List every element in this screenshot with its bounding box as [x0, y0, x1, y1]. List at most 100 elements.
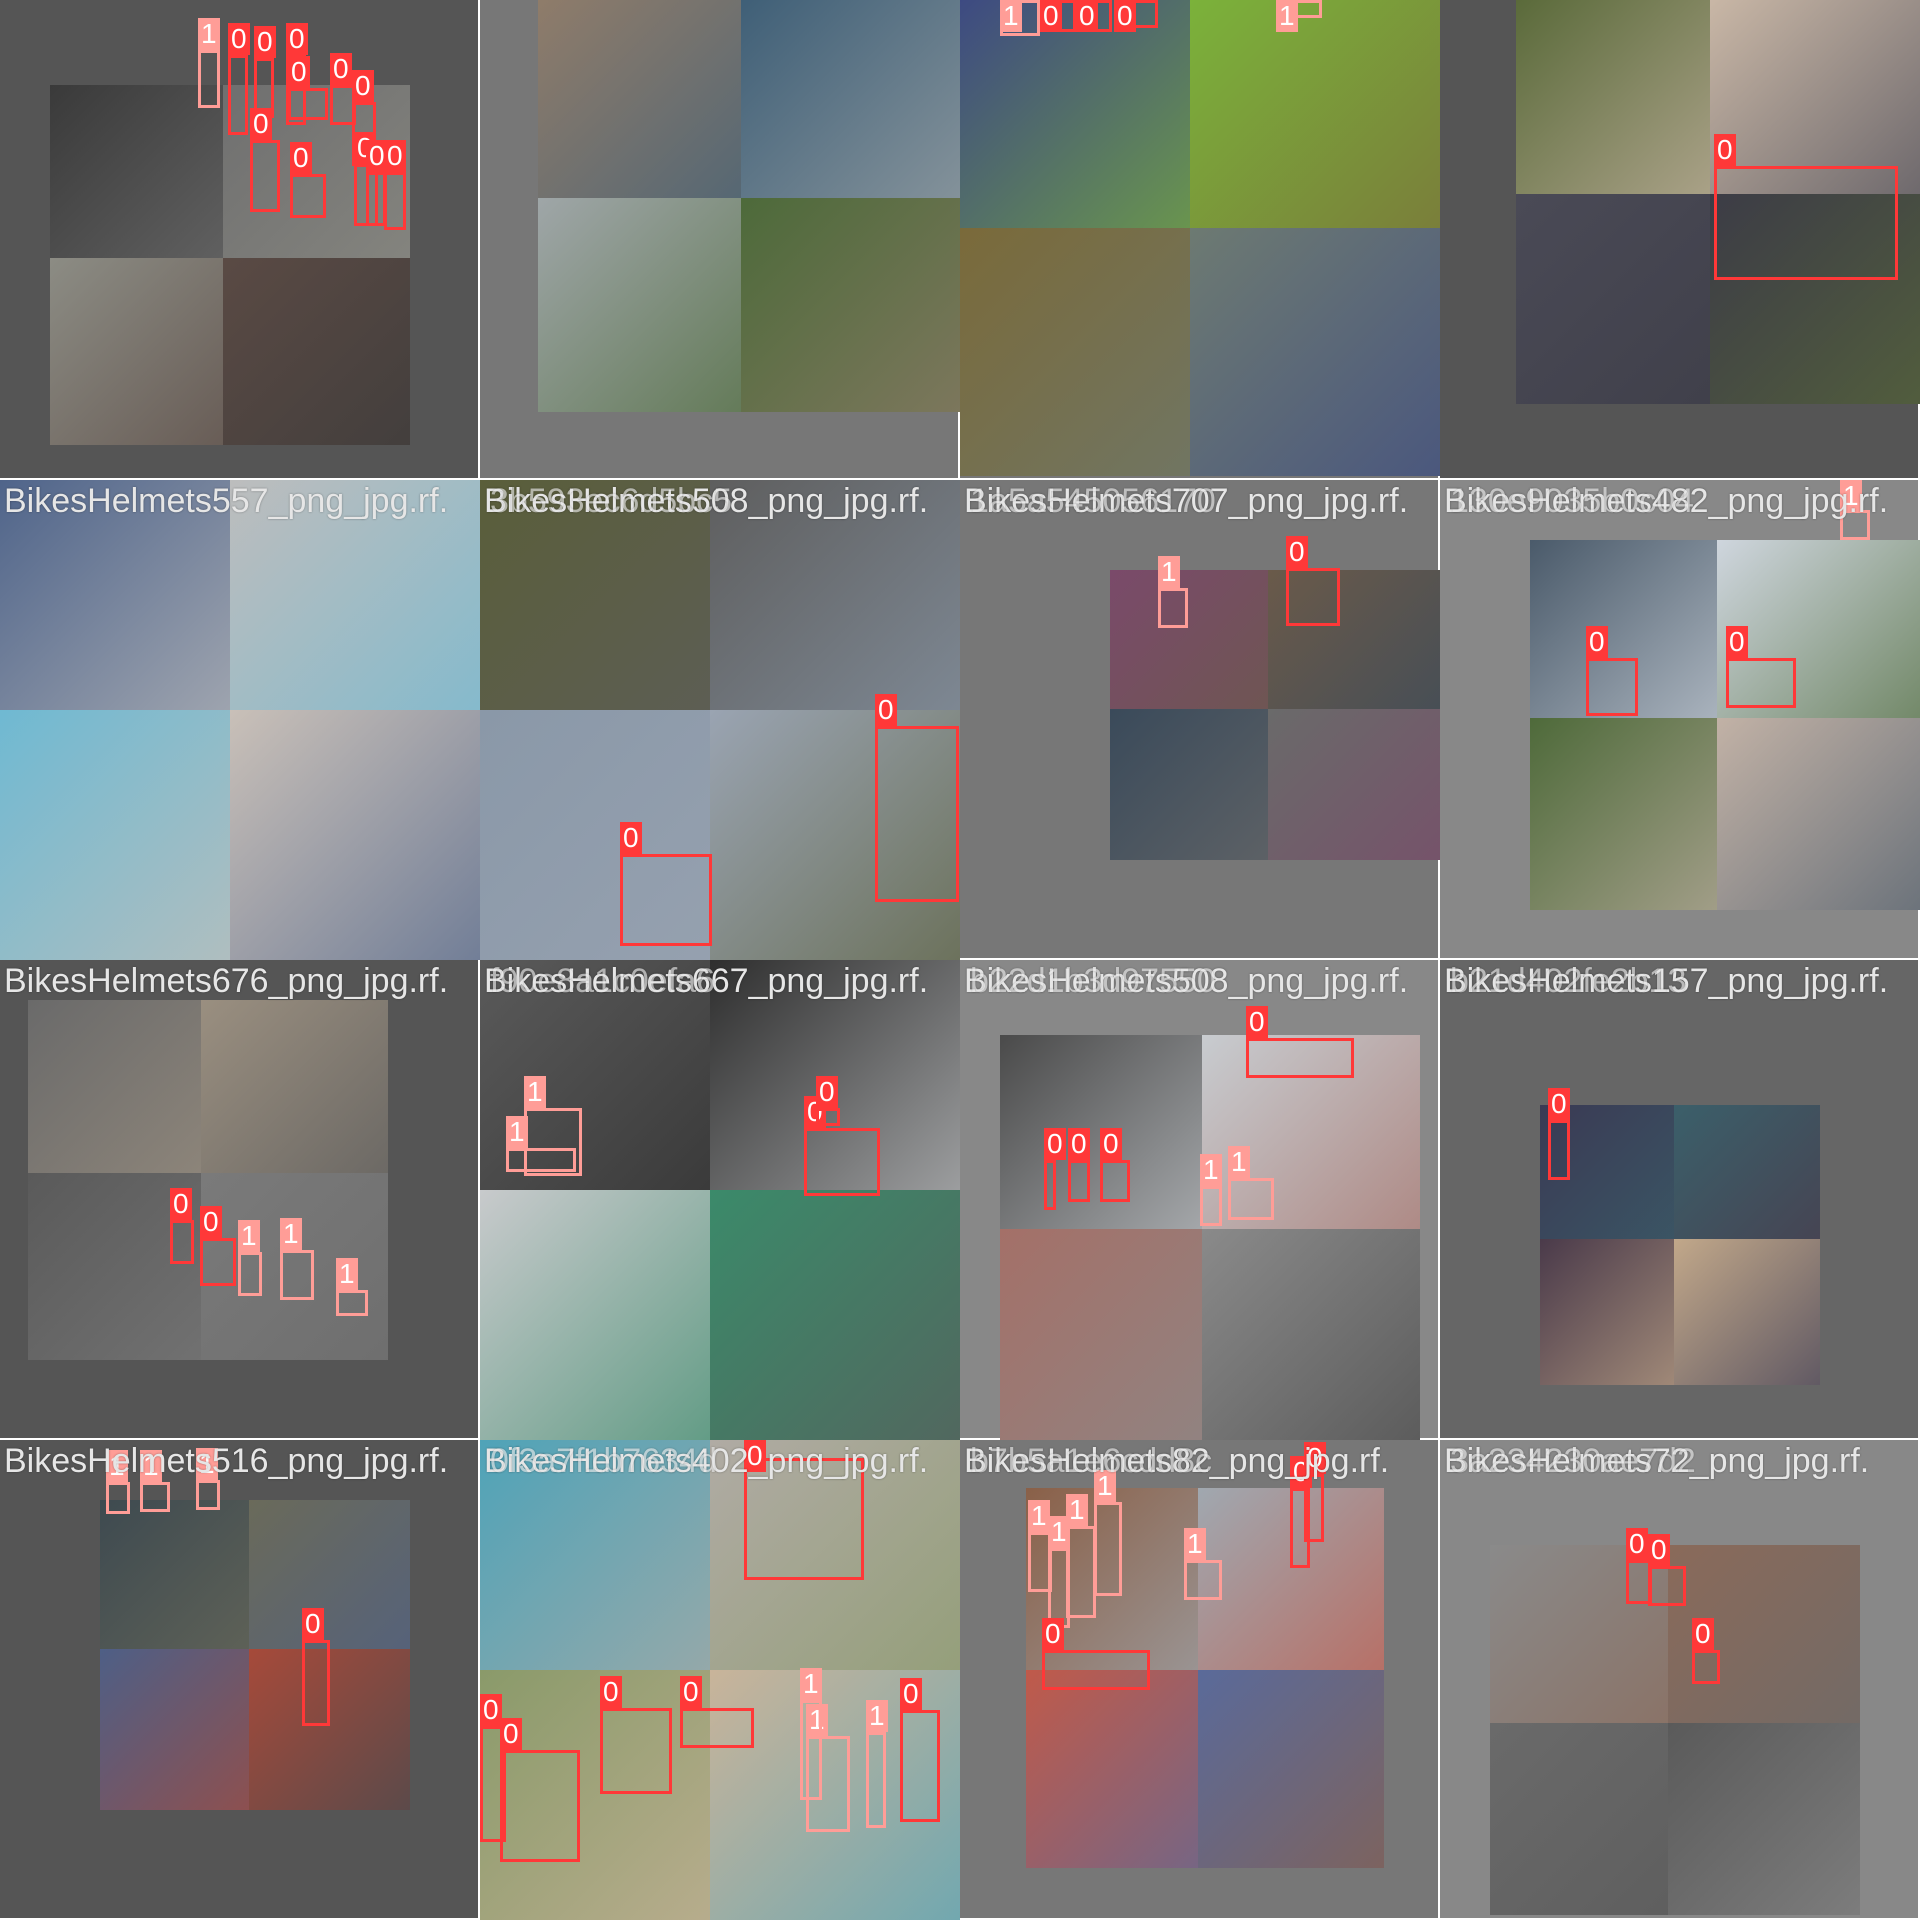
detection-class-label: 0 [1692, 1618, 1714, 1650]
detection-class-label: 1 [238, 1220, 260, 1252]
detection-box [1100, 1160, 1130, 1202]
mosaic-tile: 0 0 0 0 0 1 1 0 1 BikesHelmets402_png_jpg.rf. 0f3a… [480, 1440, 960, 1920]
detection-box [1286, 568, 1340, 626]
mosaic-image [100, 1500, 410, 1810]
image-patch [710, 710, 960, 960]
mosaic-tile: 1 1 1 1 1 0 0 0 BikesHelmets82_png_jpg.rf. b7b5a1… [960, 1440, 1440, 1920]
detection-box [106, 1482, 130, 1514]
mosaic-image [960, 0, 1440, 476]
image-patch [710, 1190, 960, 1440]
image-patch [960, 228, 1190, 476]
mosaic-tile: 1 1 1 0 BikesHelmets516_png_jpg.rf. [0, 1440, 480, 1920]
detection-box [140, 1482, 170, 1512]
image-patch [100, 1500, 249, 1649]
image-patch [1000, 1229, 1202, 1440]
detection-box [336, 1290, 368, 1316]
image-patch [50, 85, 223, 258]
image-patch [1530, 718, 1717, 910]
detection-box [1304, 1474, 1324, 1542]
detection-class-label: 1 [1184, 1528, 1206, 1560]
mosaic-tile: 0 0 0 0 1 1 BikesHelmets508_png_jpg.rf. b22d1b3… [960, 960, 1440, 1440]
detection-class-label: 0 [200, 1206, 222, 1238]
image-patch [0, 710, 230, 960]
detection-box [816, 1108, 840, 1126]
image-filename-label: BikesHelmets72_png_jpg.rf. [1444, 1442, 1870, 1480]
detection-class-label: 1 [1000, 0, 1022, 32]
detection-class-label: 0 [1076, 0, 1098, 32]
detection-class-label: 0 [480, 1694, 502, 1726]
detection-class-label: 0 [250, 108, 272, 140]
detection-box [1692, 1650, 1720, 1684]
mosaic-image [480, 960, 960, 1440]
detection-box [1158, 588, 1188, 628]
image-patch [480, 1190, 710, 1440]
detection-class-label: 0 [1100, 1128, 1122, 1160]
image-patch [50, 258, 223, 445]
detection-box [290, 174, 326, 218]
detection-class-label: 0 [384, 140, 406, 172]
detection-box [600, 1708, 672, 1794]
image-filename-label: BikesHelmets157_png_jpg.rf. [1444, 962, 1889, 1000]
detection-class-label: 0 [286, 23, 308, 55]
image-patch [1710, 194, 1920, 404]
image-patch [741, 198, 960, 412]
detection-class-label: 0 [900, 1678, 922, 1710]
image-patch [249, 1500, 410, 1649]
detection-class-label: 0 [1626, 1528, 1648, 1560]
image-filename-label: b21d402fe2b13 [1450, 962, 1687, 1000]
image-filename-label: BikesHelmets482_png_jpg.rf. [1444, 482, 1889, 520]
detection-box [1066, 1526, 1096, 1618]
detection-class-label: 0 [620, 822, 642, 854]
detection-class-label: 1 [506, 1116, 528, 1148]
detection-box [800, 1700, 822, 1800]
detection-class-label: 1 [1228, 1146, 1250, 1178]
detection-class-label: 1 [336, 1258, 358, 1290]
detection-box [1028, 1532, 1052, 1592]
mosaic-image [1530, 540, 1920, 910]
detection-class-label: 0 [170, 1188, 192, 1220]
mosaic-tile: 1 0 BikesHelmets707_png_jpg.rf. 1a5a5450561… [960, 480, 1440, 960]
image-patch [710, 480, 960, 710]
image-patch [230, 710, 480, 960]
image-patch [1268, 709, 1440, 860]
detection-class-label: 0 [680, 1676, 702, 1708]
detection-box [280, 1250, 314, 1300]
detection-class-label: 0 [352, 70, 374, 102]
detection-class-label: 1 [1048, 1516, 1070, 1548]
detection-class-label: 0 [254, 26, 276, 58]
image-filename-label: BikesHelmets676_png_jpg.rf. [4, 962, 449, 1000]
detection-box [1228, 1178, 1274, 1220]
mosaic-tile: 0 [1440, 0, 1920, 480]
detection-box [170, 1220, 194, 1264]
image-patch [480, 710, 710, 960]
detection-class-label: 1 [1028, 1500, 1050, 1532]
image-patch [710, 960, 960, 1190]
mosaic-image [1000, 1035, 1420, 1440]
image-patch [223, 258, 410, 445]
detection-box [1726, 658, 1796, 708]
detection-class-label: 0 [1246, 1006, 1268, 1038]
detection-box [384, 172, 406, 230]
detection-class-label: 0 [1586, 626, 1608, 658]
detection-class-label: 0 [290, 142, 312, 174]
mosaic-tile: 0 0 1 BikesHelmets482_png_jpg.rf. 130e9035b0… [1440, 480, 1920, 960]
detection-box [1246, 1038, 1354, 1078]
detection-class-label: 0 [1304, 1442, 1326, 1474]
image-patch [1490, 1723, 1668, 1915]
image-filename-label: 1a5a545056170 [970, 482, 1216, 520]
detection-box [250, 140, 280, 212]
image-patch [1530, 540, 1717, 718]
image-patch [538, 0, 741, 198]
image-patch [960, 0, 1190, 228]
image-patch [1268, 570, 1440, 709]
image-patch [1516, 194, 1710, 404]
mosaic-tile [480, 0, 960, 480]
mosaic-tile: 0 0 BikesHelmets508_png_jpg.rf. 3b593ec6d5b… [480, 480, 960, 960]
image-patch [1490, 1545, 1668, 1723]
mosaic-tile: 0 0 1 1 1 BikesHelmets676_png_jpg.rf. [0, 960, 480, 1440]
detection-box [620, 854, 712, 946]
detection-class-label: 1 [280, 1218, 302, 1250]
detection-class-label: 0 [1726, 626, 1748, 658]
